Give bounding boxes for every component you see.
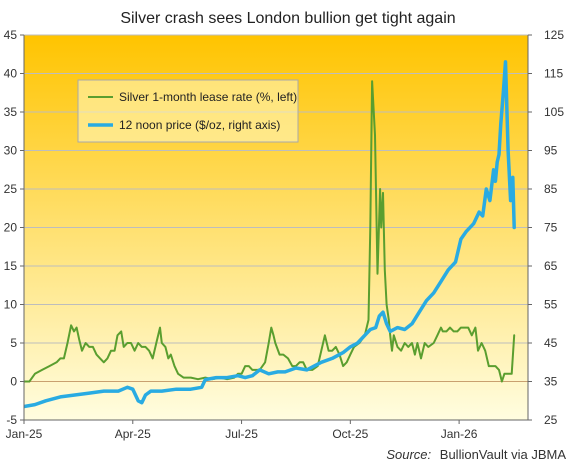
right-tick-label: 45	[544, 336, 558, 350]
legend-label-noon-price: 12 noon price ($/oz, right axis)	[119, 118, 280, 132]
left-tick-label: 0	[10, 375, 17, 389]
left-y-axis-ticks: -5 0 5 10 15 20 25 30 35 40 45	[4, 28, 24, 427]
left-tick-label: 10	[4, 298, 18, 312]
right-tick-label: 125	[544, 28, 564, 42]
series-noon-price-line	[24, 60, 516, 409]
right-tick-label: 115	[544, 67, 563, 81]
right-tick-label: 105	[544, 105, 564, 119]
left-tick-label: 45	[4, 28, 18, 42]
x-tick-label: Oct-25	[332, 427, 368, 441]
left-tick-label: 30	[4, 144, 18, 158]
svg-text:Source: BullionVault v: Source: BullionVault via JBMA	[386, 447, 566, 462]
left-tick-label: 15	[4, 259, 18, 273]
chart-title: Silver crash sees London bullion get tig…	[120, 10, 455, 27]
series-layer	[24, 60, 516, 409]
x-tick-label: Jan-25	[6, 427, 43, 441]
right-tick-label: 95	[544, 144, 558, 158]
legend: Silver 1-month lease rate (%, left) 12 n…	[77, 79, 299, 143]
left-tick-label: 5	[10, 336, 17, 350]
series-lease-rate-line	[24, 80, 516, 383]
right-tick-label: 75	[544, 221, 558, 235]
source-label: Source:	[386, 447, 431, 462]
left-tick-label: 20	[4, 221, 18, 235]
source-credit: Source: BullionVault via JBMA	[386, 447, 566, 462]
left-tick-label: 35	[4, 105, 18, 119]
x-axis-ticks: Jan-25 Apr-25 Jul-25 Oct-25 Jan-26	[6, 420, 478, 441]
x-tick-label: Apr-25	[115, 427, 151, 441]
right-tick-label: 55	[544, 298, 558, 312]
x-tick-label: Jan-26	[441, 427, 478, 441]
legend-label-lease-rate: Silver 1-month lease rate (%, left)	[119, 90, 297, 104]
source-text: BullionVault via JBMA	[440, 447, 567, 462]
left-tick-label: 40	[4, 67, 18, 81]
left-tick-label: -5	[6, 413, 17, 427]
right-tick-label: 65	[544, 259, 558, 273]
x-tick-label: Jul-25	[225, 427, 258, 441]
right-tick-label: 85	[544, 182, 558, 196]
right-tick-label: 35	[544, 375, 558, 389]
right-y-axis-ticks: 25 35 45 55 65 75 85 95 105 115 125	[528, 28, 564, 427]
right-tick-label: 25	[544, 413, 558, 427]
legend-box	[77, 79, 299, 143]
left-tick-label: 25	[4, 182, 18, 196]
